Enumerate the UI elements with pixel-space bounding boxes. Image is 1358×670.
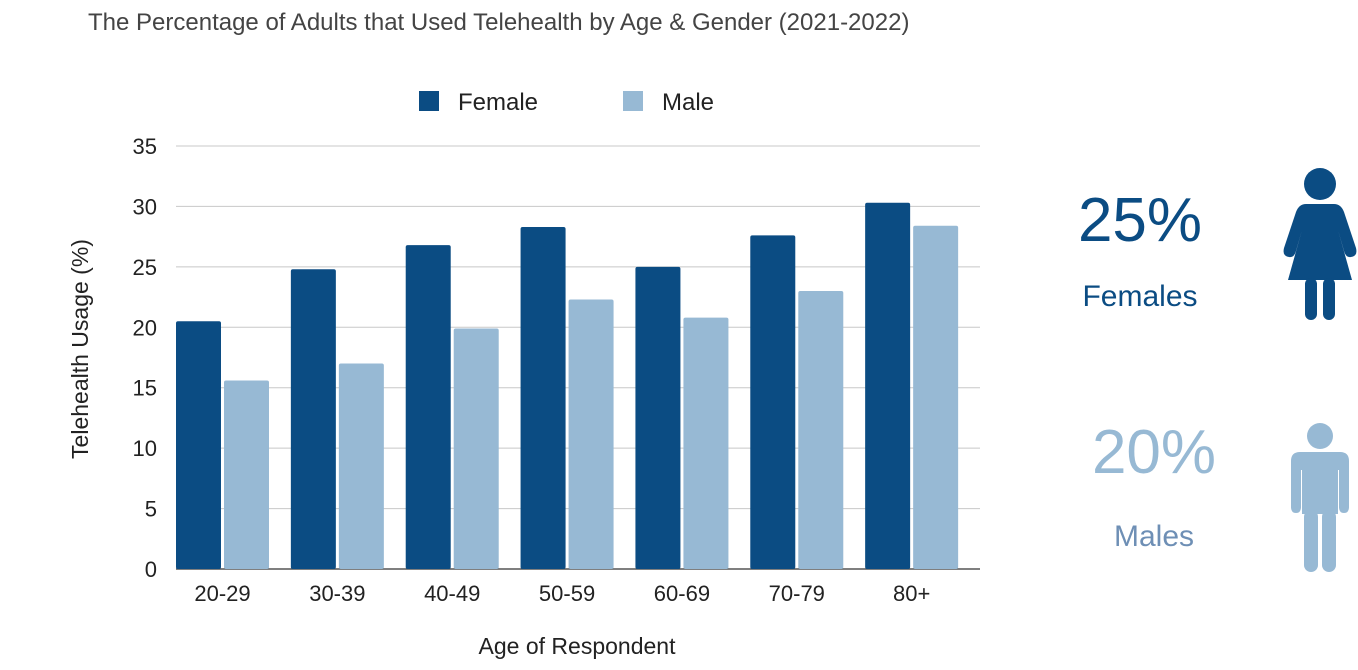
y-tick-label: 30 [133,194,157,219]
bar-female-20-29 [176,321,221,569]
bar-male-20-29 [224,380,269,569]
y-tick-label: 35 [133,134,157,159]
bar-male-70-79 [798,291,844,569]
x-tick-label: 80+ [893,581,930,606]
bar-female-40-49 [405,245,451,570]
y-tick-label: 20 [133,315,157,340]
male-stat-value: 20% [1091,418,1217,487]
x-axis-ticks: 20-29 30-39 40-49 50-59 60-69 70-79 80+ [194,581,930,606]
female-stat-label: Females [1082,280,1198,313]
y-tick-label: 10 [133,436,157,461]
bars [176,202,959,570]
male-stat-label: Males [1113,520,1195,553]
female-person-icon [1283,168,1357,320]
x-tick-label: 50-59 [539,581,595,606]
x-axis-label: Age of Respondent [479,633,677,659]
y-tick-label: 5 [145,497,157,522]
y-tick-label: 15 [133,376,157,401]
x-tick-label: 60-69 [654,581,710,606]
x-tick-label: 70-79 [769,581,825,606]
female-stat-value: 25% [1077,186,1203,255]
legend: Female Male [419,89,714,116]
chart-title: The Percentage of Adults that Used Teleh… [88,9,909,36]
legend-swatch-female [419,91,439,111]
bar-female-60-69 [635,266,681,569]
bar-male-40-49 [453,328,499,569]
legend-swatch-male [623,91,643,111]
bar-female-50-59 [520,226,566,569]
bar-female-30-39 [290,269,336,569]
y-tick-label: 25 [133,255,157,280]
legend-label-male: Male [662,89,714,116]
y-axis-label: Telehealth Usage (%) [67,239,93,459]
male-stat: 20% Males [1054,422,1254,552]
bar-male-80+ [913,225,959,569]
y-tick-label: 0 [145,557,157,582]
x-tick-label: 40-49 [424,581,480,606]
bar-male-60-69 [683,317,729,569]
male-person-icon [1291,423,1349,572]
female-stat: 25% Females [1040,190,1240,312]
x-tick-label: 30-39 [309,581,365,606]
bar-female-80+ [865,202,911,569]
legend-label-female: Female [458,89,538,116]
bar-male-50-59 [568,299,614,569]
bar-male-30-39 [338,363,384,569]
y-axis-ticks: 0 5 10 15 20 25 30 35 [133,134,157,582]
x-tick-label: 20-29 [194,581,250,606]
bar-female-70-79 [750,235,796,570]
